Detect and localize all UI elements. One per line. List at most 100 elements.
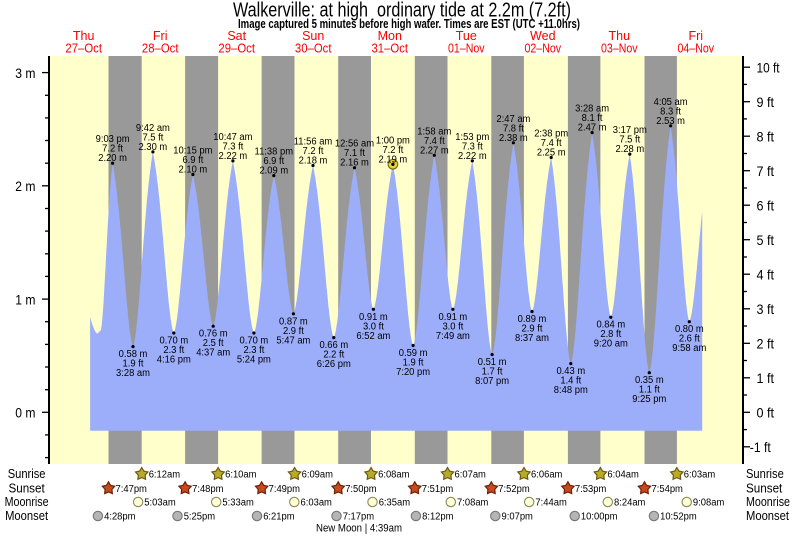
svg-text:28–Oct: 28–Oct	[142, 42, 179, 56]
svg-text:10:00pm: 10:00pm	[581, 512, 618, 523]
svg-text:New Moon | 4:39am: New Moon | 4:39am	[316, 523, 402, 535]
svg-text:6.9 ft: 6.9 ft	[182, 155, 203, 166]
svg-text:7:17pm: 7:17pm	[343, 512, 374, 523]
svg-text:6:21pm: 6:21pm	[263, 512, 294, 523]
svg-text:2.30 m: 2.30 m	[139, 142, 168, 153]
svg-text:2.25 m: 2.25 m	[537, 148, 566, 159]
svg-text:3:28 am: 3:28 am	[116, 368, 150, 379]
svg-text:4 ft: 4 ft	[757, 266, 775, 282]
svg-text:30–Oct: 30–Oct	[295, 42, 332, 56]
svg-text:4:16 pm: 4:16 pm	[157, 355, 191, 366]
svg-text:2.3 ft: 2.3 ft	[163, 345, 184, 356]
svg-text:6:06am: 6:06am	[531, 470, 562, 481]
svg-text:7:47pm: 7:47pm	[116, 484, 147, 495]
svg-text:8 ft: 8 ft	[757, 128, 775, 144]
svg-text:1 ft: 1 ft	[757, 370, 775, 386]
svg-text:8:48 pm: 8:48 pm	[554, 385, 588, 396]
svg-text:Sunrise: Sunrise	[746, 467, 784, 481]
svg-text:7.8 ft: 7.8 ft	[503, 123, 524, 134]
svg-text:Sun: Sun	[302, 29, 324, 43]
svg-text:2.3 ft: 2.3 ft	[243, 345, 264, 356]
svg-text:01–Nov: 01–Nov	[448, 42, 485, 56]
svg-text:7.4 ft: 7.4 ft	[424, 136, 445, 147]
svg-text:5:33am: 5:33am	[222, 498, 253, 509]
svg-text:2 ft: 2 ft	[757, 336, 775, 352]
svg-text:Fri: Fri	[689, 29, 704, 43]
svg-text:1:53 pm: 1:53 pm	[455, 132, 489, 143]
svg-text:1:58 am: 1:58 am	[417, 126, 451, 137]
svg-text:7.1 ft: 7.1 ft	[344, 148, 365, 159]
svg-text:6:35am: 6:35am	[379, 498, 410, 509]
svg-text:0.91 m: 0.91 m	[439, 312, 468, 323]
svg-text:5:03am: 5:03am	[144, 498, 175, 509]
svg-text:7:52pm: 7:52pm	[498, 484, 529, 495]
svg-text:5:25pm: 5:25pm	[184, 512, 215, 523]
svg-text:11:56 am: 11:56 am	[294, 137, 333, 148]
svg-text:Thu: Thu	[73, 29, 95, 43]
svg-text:7:20 pm: 7:20 pm	[396, 367, 430, 378]
svg-text:Sat: Sat	[227, 29, 246, 43]
svg-text:7.5 ft: 7.5 ft	[619, 135, 640, 146]
svg-text:9:07pm: 9:07pm	[502, 512, 533, 523]
svg-text:0.84 m: 0.84 m	[596, 320, 625, 331]
svg-text:29–Oct: 29–Oct	[218, 42, 255, 56]
svg-text:5:47 am: 5:47 am	[276, 335, 310, 346]
svg-text:Image captured 5 minutes befor: Image captured 5 minutes before high wat…	[238, 17, 580, 31]
svg-text:7:53pm: 7:53pm	[575, 484, 606, 495]
svg-text:8.1 ft: 8.1 ft	[582, 113, 603, 124]
svg-text:2.10 m: 2.10 m	[179, 165, 208, 176]
svg-text:8:12pm: 8:12pm	[422, 512, 453, 523]
svg-text:Moonset: Moonset	[5, 509, 48, 523]
svg-text:5:24 pm: 5:24 pm	[237, 355, 271, 366]
svg-text:Moonrise: Moonrise	[5, 495, 49, 509]
svg-text:2.2 ft: 2.2 ft	[323, 350, 344, 361]
svg-text:9:20 am: 9:20 am	[594, 339, 628, 350]
svg-text:9:08am: 9:08am	[693, 498, 724, 509]
svg-text:9:03 pm: 9:03 pm	[96, 134, 130, 145]
svg-text:9:58 am: 9:58 am	[672, 343, 706, 354]
svg-text:6:08am: 6:08am	[378, 470, 409, 481]
svg-text:2.22 m: 2.22 m	[219, 151, 248, 162]
svg-text:7:08am: 7:08am	[457, 498, 488, 509]
svg-text:2.6 ft: 2.6 ft	[679, 334, 700, 345]
svg-text:6:26 pm: 6:26 pm	[317, 359, 351, 370]
svg-text:1 m: 1 m	[15, 291, 35, 307]
svg-text:2.5 ft: 2.5 ft	[203, 338, 224, 349]
svg-text:6:04am: 6:04am	[607, 470, 638, 481]
svg-text:3:17 pm: 3:17 pm	[613, 125, 647, 136]
svg-text:0.91 m: 0.91 m	[359, 312, 388, 323]
svg-text:0.43 m: 0.43 m	[556, 366, 585, 377]
svg-text:6.9 ft: 6.9 ft	[263, 156, 284, 167]
svg-text:7.2 ft: 7.2 ft	[102, 144, 123, 155]
svg-text:2 m: 2 m	[15, 178, 35, 194]
svg-text:Walkerville: at high ordinary: Walkerville: at high ordinary tide at 2.…	[233, 0, 571, 22]
svg-text:Wed: Wed	[530, 29, 556, 43]
svg-text:6:03am: 6:03am	[301, 498, 332, 509]
svg-text:2:47 am: 2:47 am	[496, 114, 530, 125]
svg-text:7.4 ft: 7.4 ft	[541, 138, 562, 149]
svg-text:4:05 am: 4:05 am	[654, 97, 688, 108]
svg-text:-1 ft: -1 ft	[750, 439, 771, 455]
svg-text:0 m: 0 m	[15, 405, 35, 421]
svg-text:7:48pm: 7:48pm	[192, 484, 223, 495]
svg-text:8:37 am: 8:37 am	[515, 333, 549, 344]
svg-text:7.3 ft: 7.3 ft	[222, 141, 243, 152]
svg-text:7.5 ft: 7.5 ft	[142, 132, 163, 143]
svg-text:1:00 pm: 1:00 pm	[376, 135, 410, 146]
svg-text:1.9 ft: 1.9 ft	[123, 359, 144, 370]
svg-text:7:49 am: 7:49 am	[436, 331, 470, 342]
svg-text:1.7 ft: 1.7 ft	[482, 367, 503, 378]
svg-text:Sunrise: Sunrise	[8, 467, 46, 481]
svg-text:0.87 m: 0.87 m	[279, 316, 308, 327]
svg-text:9:42 am: 9:42 am	[136, 123, 170, 134]
svg-text:0.70 m: 0.70 m	[240, 336, 269, 347]
svg-text:2.38 m: 2.38 m	[499, 133, 528, 144]
svg-text:3 m: 3 m	[15, 65, 35, 81]
svg-text:11:38 pm: 11:38 pm	[255, 147, 294, 158]
svg-text:5 ft: 5 ft	[757, 232, 775, 248]
svg-text:Moonset: Moonset	[746, 509, 789, 523]
svg-text:0.80 m: 0.80 m	[675, 324, 704, 335]
svg-text:Mon: Mon	[378, 29, 402, 43]
svg-text:0.76 m: 0.76 m	[199, 329, 228, 340]
svg-text:10:52pm: 10:52pm	[660, 512, 697, 523]
